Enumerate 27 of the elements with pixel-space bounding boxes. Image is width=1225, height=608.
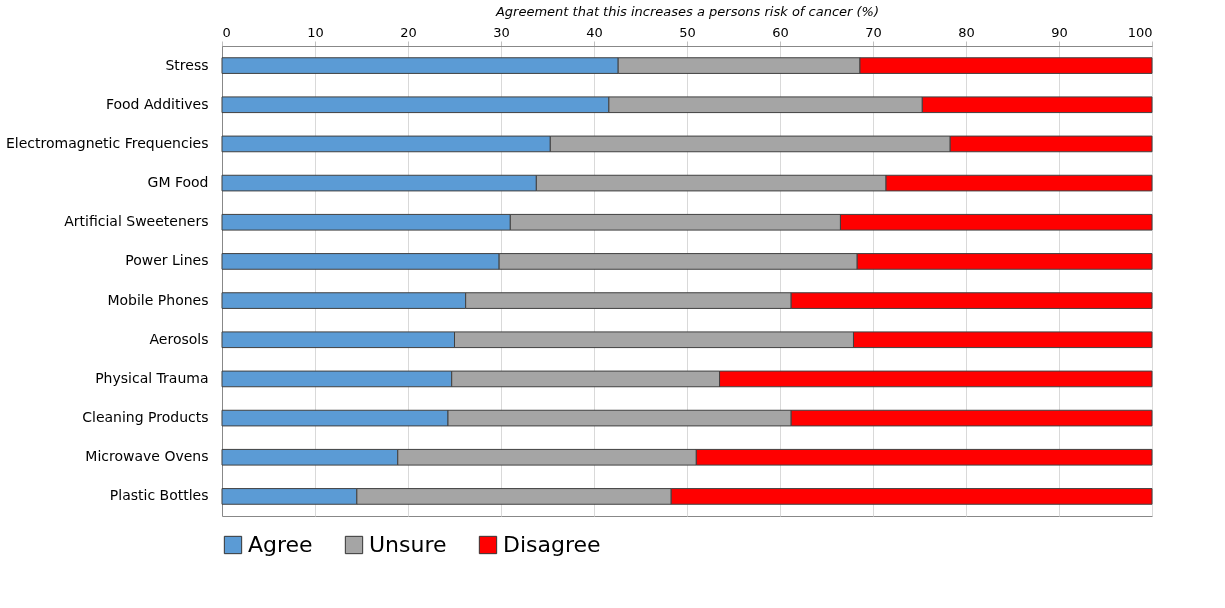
x-tick-label: 40 [586, 24, 603, 40]
x-tick-label: 80 [958, 24, 975, 40]
x-tick-label: 90 [1051, 24, 1068, 40]
legend-label: Agree [248, 532, 313, 557]
y-tick-label: GM Food [147, 174, 209, 191]
x-tick-label: 60 [772, 24, 789, 40]
y-tick-label: Aerosols [149, 330, 209, 347]
y-tick-label: Mobile Phones [107, 291, 209, 308]
y-tick-label: Artificial Sweeteners [64, 213, 209, 230]
x-axis-title: Agreement that this increases a persons risk of cancer (%) [494, 3, 880, 19]
y-tick-label: Electromagnetic Frequencies [5, 134, 209, 151]
x-tick-label: 20 [400, 24, 417, 40]
x-tick-label: 0 [222, 24, 231, 40]
y-tick-label: Physical Trauma [95, 369, 209, 386]
x-tick-label: 10 [307, 24, 324, 40]
legend-label: Unsure [369, 532, 447, 557]
x-tick-label: 100 [1127, 24, 1153, 40]
x-tick-label: 30 [493, 24, 510, 40]
y-tick-label: Food Additives [105, 95, 209, 112]
x-tick-label: 50 [679, 24, 696, 40]
y-tick-label: Cleaning Products [82, 409, 209, 426]
y-tick-label: Microwave Ovens [85, 448, 209, 465]
y-tick-label: Power Lines [125, 252, 209, 269]
x-tick-label: 70 [865, 24, 882, 40]
y-tick-label: Plastic Bottles [109, 487, 209, 504]
legend-label: Disagree [503, 532, 601, 557]
y-tick-label: Stress [165, 56, 209, 73]
